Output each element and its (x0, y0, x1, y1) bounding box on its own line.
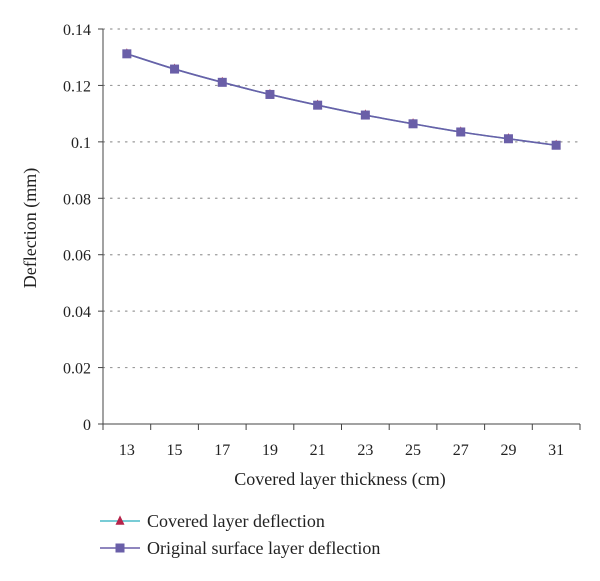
x-tick-labels: 13 15 17 19 21 23 25 27 29 31 (119, 442, 564, 459)
x-tick-label: 29 (500, 442, 516, 459)
x-axis-title: Covered layer thickness (cm) (234, 469, 445, 490)
axes (98, 28, 581, 430)
y-tick-label: 0.08 (63, 191, 91, 208)
y-tick-label: 0.06 (63, 248, 91, 265)
x-tick-label: 15 (167, 442, 183, 459)
x-tick-label: 23 (357, 442, 373, 459)
series-layer (122, 48, 561, 150)
legend-item-2: Original surface layer deflection (100, 538, 380, 558)
data-point (217, 77, 227, 87)
gridlines (102, 28, 581, 369)
x-tick-label: 17 (214, 442, 230, 459)
x-tick-label: 25 (405, 442, 421, 459)
data-point (551, 140, 561, 150)
x-tick-label: 31 (548, 442, 564, 459)
legend-label: Original surface layer deflection (147, 538, 380, 558)
series-2 (122, 49, 561, 150)
data-point (456, 127, 466, 137)
data-point (408, 119, 418, 129)
y-tick-label: 0.1 (71, 135, 91, 152)
data-point (360, 110, 370, 120)
data-point (265, 89, 275, 99)
legend-item-1: Covered layer deflection (100, 511, 325, 531)
y-tick-labels: 0 0.02 0.04 0.06 0.08 0.1 0.12 0.14 (63, 22, 91, 434)
y-tick-label: 0.14 (63, 22, 91, 39)
x-tick-label: 19 (262, 442, 278, 459)
legend: Covered layer deflection Original surface… (100, 511, 380, 558)
legend-marker (115, 543, 125, 553)
x-tick-label: 21 (310, 442, 326, 459)
data-point (170, 64, 180, 74)
y-tick-label: 0.02 (63, 361, 91, 378)
data-point (503, 134, 513, 144)
x-tick-label: 27 (453, 442, 469, 459)
series-line (126, 53, 557, 147)
series-line (126, 53, 557, 147)
series-1 (122, 48, 561, 149)
data-point (313, 100, 323, 110)
legend-marker (115, 515, 125, 525)
legend-label: Covered layer deflection (147, 511, 325, 531)
y-tick-label: 0.04 (63, 304, 91, 321)
y-axis-title: Deflection (mm) (20, 168, 41, 288)
data-point (122, 49, 132, 59)
x-tick-label: 13 (119, 442, 135, 459)
y-tick-label: 0.12 (63, 78, 91, 95)
y-tick-label: 0 (83, 417, 91, 434)
